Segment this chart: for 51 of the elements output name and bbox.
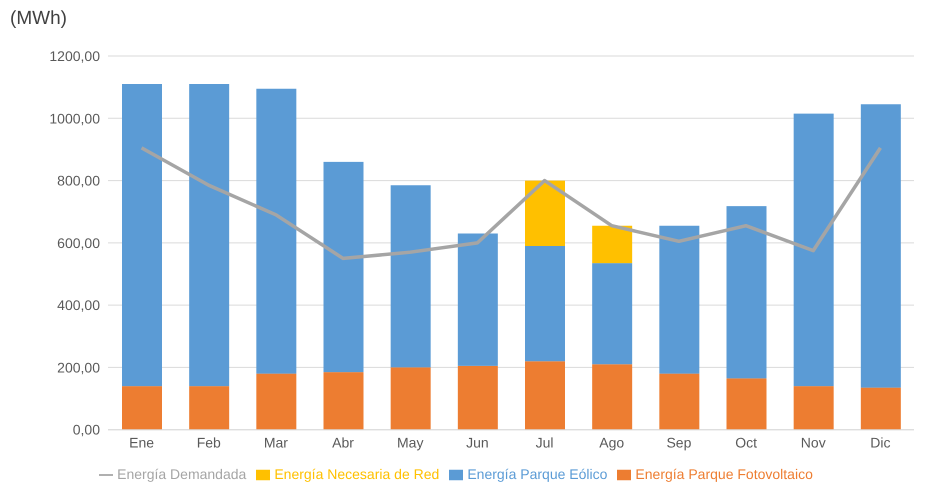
y-tick-label: 1200,00 (49, 48, 100, 64)
x-tick-label: Oct (735, 434, 758, 451)
x-tick-label: Abr (332, 434, 354, 451)
bar (860, 388, 901, 430)
y-tick-label: 0,00 (72, 422, 100, 438)
bar (525, 180, 565, 246)
x-tick-label: Ene (129, 434, 154, 451)
bar (122, 386, 162, 430)
y-tick-label: 1000,00 (49, 110, 100, 126)
bar (525, 361, 565, 430)
bar (256, 88, 296, 374)
bar (592, 263, 632, 364)
x-tick-label: Dic (870, 434, 891, 451)
legend-label: Energía Parque Eólico (467, 466, 608, 482)
bar (458, 366, 498, 430)
line-series (140, 146, 882, 260)
y-axis-title: (MWh) (10, 8, 67, 30)
bar (189, 386, 230, 430)
x-tick-label: Jun (466, 434, 489, 451)
y-tick-label: 400,00 (57, 297, 100, 314)
x-tick-label: Ago (599, 434, 624, 451)
bar (324, 372, 364, 430)
bar (189, 84, 230, 386)
bar (659, 374, 700, 430)
bar (659, 226, 700, 374)
bar (390, 185, 431, 368)
bar (525, 246, 565, 362)
bar (122, 84, 162, 386)
x-tick-label: May (397, 434, 424, 451)
y-tick-label: 800,00 (57, 172, 100, 189)
bar (324, 162, 364, 372)
legend-label: Energía Necesaria de Red (274, 466, 440, 482)
y-tick-label: 200,00 (57, 359, 100, 376)
bar (592, 364, 632, 430)
bar (390, 367, 431, 430)
bar (726, 206, 766, 378)
bar (458, 234, 498, 366)
x-tick-label: Jul (536, 434, 554, 451)
y-tick-label: 600,00 (57, 234, 100, 251)
x-tick-label: Feb (196, 434, 222, 451)
bar (794, 386, 834, 430)
bar (860, 104, 901, 388)
bar (256, 374, 296, 430)
legend-label: Energía Demandada (117, 466, 246, 482)
bar (726, 378, 766, 430)
x-tick-label: Nov (800, 434, 826, 451)
x-tick-label: Sep (666, 434, 692, 451)
bar (592, 226, 632, 264)
bar (794, 114, 834, 386)
x-tick-label: Mar (264, 434, 288, 451)
legend-label: Energía Parque Fotovoltaico (635, 466, 813, 482)
